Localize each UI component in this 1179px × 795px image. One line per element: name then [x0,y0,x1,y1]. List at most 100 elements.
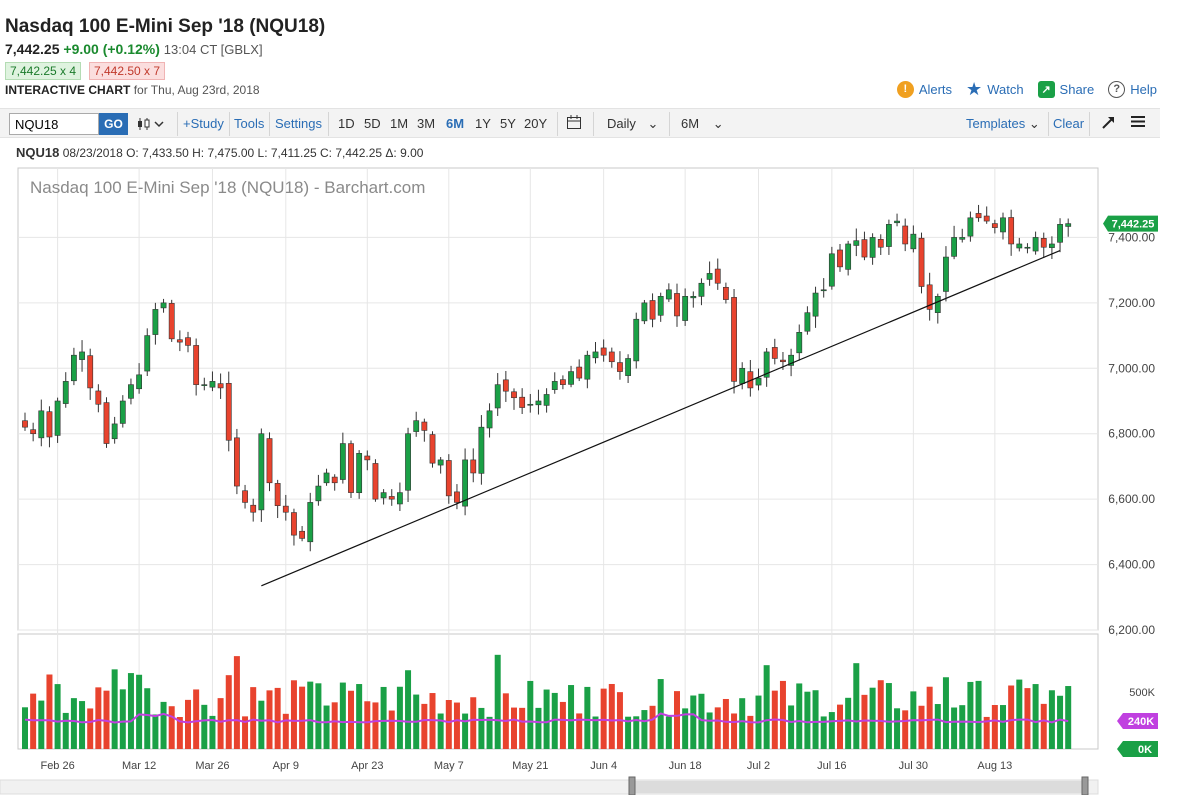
chart-toolbar: GO +Study Tools Settings 1D 5D 1M 3M 6M … [0,108,1160,138]
candle-body [837,249,843,268]
candle-body [136,374,142,390]
clear-button[interactable]: Clear [1053,116,1085,131]
volume-bar [87,708,94,749]
candle-body [46,411,53,438]
x-tick-label: Mar 26 [195,760,229,772]
volume-bar [470,697,477,749]
price-change: +9.00 (+0.12%) [63,41,160,57]
x-tick-label: Aug 13 [977,760,1012,772]
range-handle-right [1081,776,1089,795]
go-button[interactable]: GO [99,113,128,135]
y-tick-label: 7,000.00 [1108,361,1155,375]
candle-body [902,225,909,245]
candle-body [763,351,770,378]
study-button[interactable]: +Study [183,116,224,131]
chart-type-icon[interactable] [136,116,166,135]
settings-button[interactable]: Settings [275,116,322,131]
x-tick-label: Jul 16 [817,760,846,772]
volume-bar [820,716,827,749]
share-link[interactable]: ↗ Share [1037,80,1095,98]
candle-body [568,371,574,385]
candle-body [62,381,69,404]
range-1d[interactable]: 1D [338,116,355,131]
candle-body [625,358,631,376]
range-5y[interactable]: 5Y [500,116,516,131]
candle-body [225,383,232,441]
volume-bar [233,656,240,749]
volume-bar [62,712,69,749]
volume-bar [894,708,901,749]
x-tick-label: Jul 2 [747,760,770,772]
volume-bar [299,686,306,749]
volume-bar [690,695,697,749]
candle-body [780,359,786,363]
volume-bar [1000,705,1006,749]
volume-bar [885,683,892,749]
candle-body [144,335,151,372]
volume-bar [877,680,884,749]
calendar-icon[interactable] [566,114,582,133]
volume-bar [942,677,949,749]
candle-body [828,253,835,287]
range-1m[interactable]: 1M [390,116,409,131]
quote-time: 13:04 CT [GBLX] [163,42,263,57]
candle-body [1016,243,1023,249]
candle-body [674,293,680,317]
candle-body [861,239,868,258]
help-link[interactable]: ? Help [1108,80,1157,98]
volume-bar [804,691,811,749]
range-6m[interactable]: 6M [446,116,465,131]
volume-bar [405,670,412,749]
candle-body [926,284,933,310]
symbol-input[interactable] [9,113,99,135]
candle-body [307,502,314,543]
volume-bar [323,705,330,749]
candle-body [934,296,941,313]
candle-body [445,460,452,497]
alerts-link[interactable]: ! Alerts [896,80,952,98]
candle-body [885,224,892,247]
volume-bar [258,700,265,749]
range-3m[interactable]: 3M [417,116,436,131]
range-20y[interactable]: 20Y [524,116,548,131]
price-panel [17,167,1099,631]
candle-body [266,438,273,484]
window-value: 6M [681,116,700,131]
x-tick-label: Feb 26 [40,760,74,772]
candle-body [242,490,248,503]
volume-bar [828,712,835,749]
candle-body [339,443,346,480]
price-chart[interactable]: 6,200.00 6,400.00 6,600.00 6,800.00 7,000.00… [0,160,1179,795]
window-select[interactable]: 6M ⌄ [681,116,724,132]
volume-bar [380,686,387,749]
tools-button[interactable]: Tools [234,116,265,131]
volume-bar [396,686,403,749]
volume-avg-marker [1117,713,1158,729]
candle-body [234,437,240,487]
watch-link[interactable]: ★ Watch [966,80,1024,98]
candle-body [551,381,558,390]
range-5d[interactable]: 5D [364,116,381,131]
candle-body [1049,243,1055,248]
volume-bar [176,716,183,749]
period-select[interactable]: Daily ⌄ [607,116,658,132]
volume-bar [926,686,933,749]
candle-body [1065,223,1072,227]
menu-icon[interactable] [1130,113,1146,132]
candle-body [535,400,542,406]
candle-body [79,351,85,360]
volume-bar [584,686,591,749]
volume-bar [991,705,998,749]
range-1y[interactable]: 1Y [475,116,491,131]
candle-body [1032,237,1039,252]
last-price: 7,442.25 +9.00 (+0.12%) 13:04 CT [GBLX] [5,41,263,57]
candle-body [128,384,134,399]
trendline [261,249,1061,587]
top-links: ! Alerts ★ Watch ↗ Share ? Help [896,80,1157,98]
expand-icon[interactable] [1101,114,1115,133]
candle-body [494,384,501,409]
share-label: Share [1059,81,1095,97]
candle-body [845,243,852,270]
templates-label: Templates [966,116,1026,131]
templates-select[interactable]: Templates ⌄ [966,116,1040,132]
